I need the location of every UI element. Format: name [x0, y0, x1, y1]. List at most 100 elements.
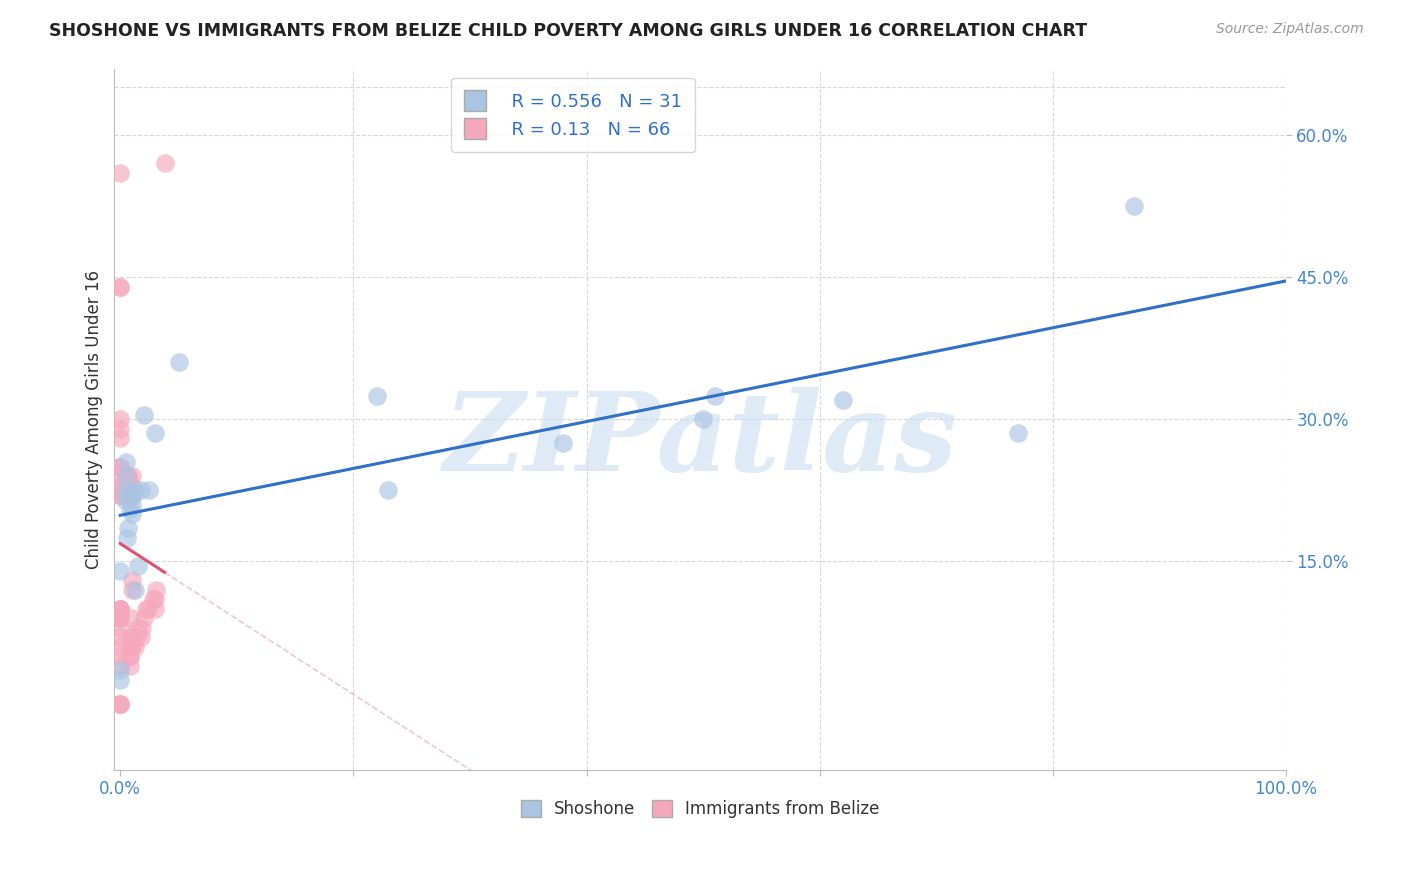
Point [143, 592, 166, 607]
Point [121, 640, 143, 654]
Point [703, 388, 725, 402]
Point [114, 483, 136, 498]
Point [121, 498, 143, 512]
Point [553, 436, 575, 450]
Point [121, 488, 143, 502]
Point [110, 697, 132, 711]
Point [121, 630, 143, 644]
Point [110, 602, 132, 616]
Text: ZIPatlas: ZIPatlas [443, 386, 957, 494]
Point [114, 488, 136, 502]
Point [366, 388, 388, 402]
Point [118, 649, 141, 664]
Point [110, 697, 132, 711]
Point [110, 602, 132, 616]
Point [110, 602, 132, 616]
Point [377, 483, 399, 498]
Point [115, 488, 138, 502]
Point [110, 279, 132, 293]
Point [121, 478, 143, 492]
Text: Source: ZipAtlas.com: Source: ZipAtlas.com [1216, 22, 1364, 37]
Point [110, 488, 132, 502]
Point [1123, 199, 1146, 213]
Point [110, 564, 132, 578]
Y-axis label: Child Poverty Among Girls Under 16: Child Poverty Among Girls Under 16 [86, 269, 103, 569]
Point [129, 630, 152, 644]
Point [832, 393, 855, 408]
Point [122, 488, 145, 502]
Point [124, 582, 146, 597]
Point [110, 611, 132, 625]
Point [127, 621, 149, 635]
Point [110, 459, 132, 474]
Point [110, 459, 132, 474]
Point [117, 469, 139, 483]
Point [145, 582, 167, 597]
Point [121, 574, 143, 588]
Text: SHOSHONE VS IMMIGRANTS FROM BELIZE CHILD POVERTY AMONG GIRLS UNDER 16 CORRELATIO: SHOSHONE VS IMMIGRANTS FROM BELIZE CHILD… [49, 22, 1087, 40]
Point [110, 664, 132, 678]
Point [110, 649, 132, 664]
Point [129, 483, 152, 498]
Point [110, 611, 132, 625]
Point [138, 483, 160, 498]
Point [120, 640, 142, 654]
Point [127, 559, 149, 574]
Point [115, 455, 138, 469]
Point [153, 156, 176, 170]
Point [121, 488, 143, 502]
Point [110, 621, 132, 635]
Point [136, 602, 159, 616]
Point [115, 478, 138, 492]
Point [118, 649, 141, 664]
Point [114, 492, 136, 507]
Point [110, 478, 132, 492]
Point [115, 469, 138, 483]
Point [115, 469, 138, 483]
Point [125, 630, 148, 644]
Point [132, 611, 155, 625]
Point [121, 582, 143, 597]
Point [117, 521, 139, 535]
Point [110, 412, 132, 426]
Point [110, 279, 132, 293]
Point [110, 640, 132, 654]
Point [110, 673, 132, 687]
Point [110, 469, 132, 483]
Point [135, 602, 157, 616]
Point [110, 630, 132, 644]
Point [131, 621, 153, 635]
Point [118, 502, 141, 516]
Point [115, 488, 138, 502]
Point [110, 602, 132, 616]
Point [110, 478, 132, 492]
Point [120, 630, 142, 644]
Point [110, 488, 132, 502]
Point [121, 507, 143, 521]
Point [115, 488, 138, 502]
Point [110, 611, 132, 625]
Point [143, 426, 166, 441]
Point [110, 697, 132, 711]
Point [124, 640, 146, 654]
Point [115, 469, 138, 483]
Point [132, 408, 155, 422]
Point [110, 431, 132, 445]
Point [117, 478, 139, 492]
Point [120, 488, 142, 502]
Point [110, 166, 132, 180]
Legend: Shoshone, Immigrants from Belize: Shoshone, Immigrants from Belize [515, 793, 886, 825]
Point [110, 459, 132, 474]
Point [167, 355, 190, 369]
Point [692, 412, 714, 426]
Point [117, 488, 139, 502]
Point [142, 592, 165, 607]
Point [121, 469, 143, 483]
Point [1007, 426, 1029, 441]
Point [120, 611, 142, 625]
Point [115, 531, 138, 545]
Point [110, 488, 132, 502]
Point [110, 658, 132, 673]
Point [118, 658, 141, 673]
Point [122, 483, 145, 498]
